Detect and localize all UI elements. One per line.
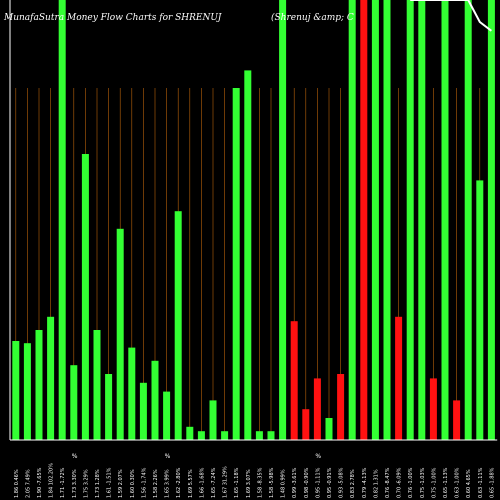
- chart-title: MunafaSutra Money Flow Charts for SHRENU…: [3, 13, 223, 23]
- x-tick-label: 0.93 -5.08%: [339, 467, 345, 498]
- x-tick-label: 0.75 -1.03%: [420, 467, 426, 498]
- x-tick-label: 1.84 102.20%: [49, 463, 55, 498]
- money-flow-bar: [174, 211, 182, 440]
- money-flow-bar: [313, 378, 321, 440]
- x-tick-label: 0.70 -6.09%: [397, 467, 403, 498]
- money-flow-bar: [93, 330, 101, 440]
- percent-mark: %: [315, 453, 321, 460]
- money-flow-bar: [12, 341, 20, 440]
- money-flow-bar: [418, 0, 426, 440]
- label-layer: 1.86 0.46% 2.05 7.49% 1.90 -7.65% 1.84 102.…: [14, 453, 496, 498]
- money-flow-bar: [487, 0, 495, 440]
- money-flow-bar: [267, 431, 275, 440]
- money-flow-bar: [383, 0, 391, 440]
- chart-subtitle: (Shrenuj &amp; C: [271, 12, 354, 23]
- money-flow-bar: [163, 391, 171, 440]
- x-tick-label: 0.95 -1.11%: [315, 467, 321, 498]
- x-tick-label: 1.73 1.28%: [95, 469, 101, 498]
- price-line: [410, 0, 493, 32]
- money-flow-bar: [360, 0, 368, 440]
- x-tick-label: 0.83 2.78%: [350, 469, 356, 498]
- money-flow-bar: [453, 400, 461, 440]
- x-tick-label: 1.61 -1.51%: [107, 467, 113, 498]
- axis-layer: [9, 0, 498, 441]
- x-tick-label: 1.58 -5.98%: [269, 467, 275, 498]
- money-flow-bar: [47, 316, 55, 440]
- x-tick-label: 0.65 -1.13%: [443, 467, 449, 498]
- money-flow-bar: [429, 378, 437, 440]
- x-tick-label: 0.65 -1.88%: [489, 467, 495, 498]
- x-tick-label: 0.82 1.31%: [373, 469, 379, 498]
- x-tick-label: 1.73 3.30%: [72, 469, 78, 498]
- money-flow-bar: [81, 154, 89, 440]
- money-flow-bar: [128, 347, 136, 440]
- money-flow-bar: [23, 343, 31, 440]
- percent-mark: %: [72, 453, 78, 460]
- x-tick-label: 1.67 31.29%: [223, 466, 229, 498]
- money-flow-bar: [290, 321, 298, 440]
- percent-mark: %: [165, 453, 171, 460]
- x-tick-label: 0.63 -1.11%: [478, 467, 484, 498]
- x-tick-label: 0.76 -8.47%: [385, 467, 391, 498]
- x-tick-label: 0.76 -1.00%: [408, 467, 414, 498]
- money-flow-bar: [395, 316, 403, 440]
- x-tick-label: 1.90 -7.65%: [37, 467, 43, 498]
- money-flow-bar: [325, 418, 333, 440]
- x-tick-label: 2.05 7.49%: [25, 469, 31, 498]
- money-flow-bar: [70, 365, 78, 440]
- money-flow-bar: [441, 0, 449, 440]
- money-flow-bar: [302, 409, 310, 440]
- money-flow-bar: [348, 0, 356, 440]
- money-flow-bar: [255, 431, 263, 440]
- x-tick-label: 1.58 -8.35%: [257, 467, 263, 498]
- x-tick-label: 1.56 -1.74%: [141, 467, 147, 498]
- money-flow-bar: [209, 400, 217, 440]
- x-tick-label: 0.95 -0.91%: [327, 467, 333, 498]
- money-flow-bar: [337, 374, 345, 440]
- x-tick-label: 0.63 -1.00%: [455, 467, 461, 498]
- money-flow-bar: [58, 0, 66, 440]
- x-tick-label: 0.99 -3.61%: [292, 467, 298, 498]
- money-flow-bar: [105, 374, 113, 440]
- money-flow-bar: [197, 431, 205, 440]
- money-flow-bar: [371, 0, 379, 440]
- money-flow-bar: [221, 431, 229, 440]
- x-tick-label: 1.65 3.99%: [165, 469, 171, 498]
- money-flow-bar: [139, 382, 147, 440]
- x-tick-label: 1.65 -1.18%: [234, 467, 240, 498]
- x-tick-label: 1.59 2.07%: [118, 469, 124, 498]
- x-tick-label: 0.98 -0.90%: [304, 467, 310, 498]
- x-tick-label: 1.48 0.99%: [281, 469, 287, 498]
- money-flow-bar: [464, 0, 472, 440]
- bar-layer: [12, 0, 495, 441]
- x-tick-label: 1.60 0.30%: [130, 469, 136, 498]
- money-flow-bar: [279, 0, 287, 440]
- money-flow-bar: [476, 180, 484, 440]
- money-flow-bar: [186, 426, 194, 440]
- x-tick-label: 1.71 -1.72%: [60, 467, 66, 498]
- x-tick-label: 1.75 3.29%: [83, 469, 89, 498]
- money-flow-bar: [406, 0, 414, 440]
- x-tick-label: 0.79 -4.13%: [362, 467, 368, 498]
- x-tick-label: 1.65 -7.24%: [211, 467, 217, 498]
- money-flow-bar: [244, 70, 252, 441]
- money-flow-bar: [35, 330, 43, 440]
- x-tick-label: 1.86 0.46%: [14, 469, 20, 498]
- x-tick-label: 1.69 3.07%: [246, 469, 252, 498]
- x-tick-label: 0.60 4.65%: [466, 469, 472, 498]
- x-tick-label: 1.69 5.57%: [188, 469, 194, 498]
- x-tick-label: 1.58 2.26%: [153, 469, 159, 498]
- money-flow-bar: [232, 88, 240, 440]
- x-tick-label: 1.62 -2.80%: [176, 467, 182, 498]
- x-tick-label: 1.66 -1.68%: [199, 467, 205, 498]
- money-flow-bar: [116, 228, 124, 440]
- money-flow-bar: [151, 360, 159, 440]
- x-tick-label: 0.75 -1.00%: [431, 467, 437, 498]
